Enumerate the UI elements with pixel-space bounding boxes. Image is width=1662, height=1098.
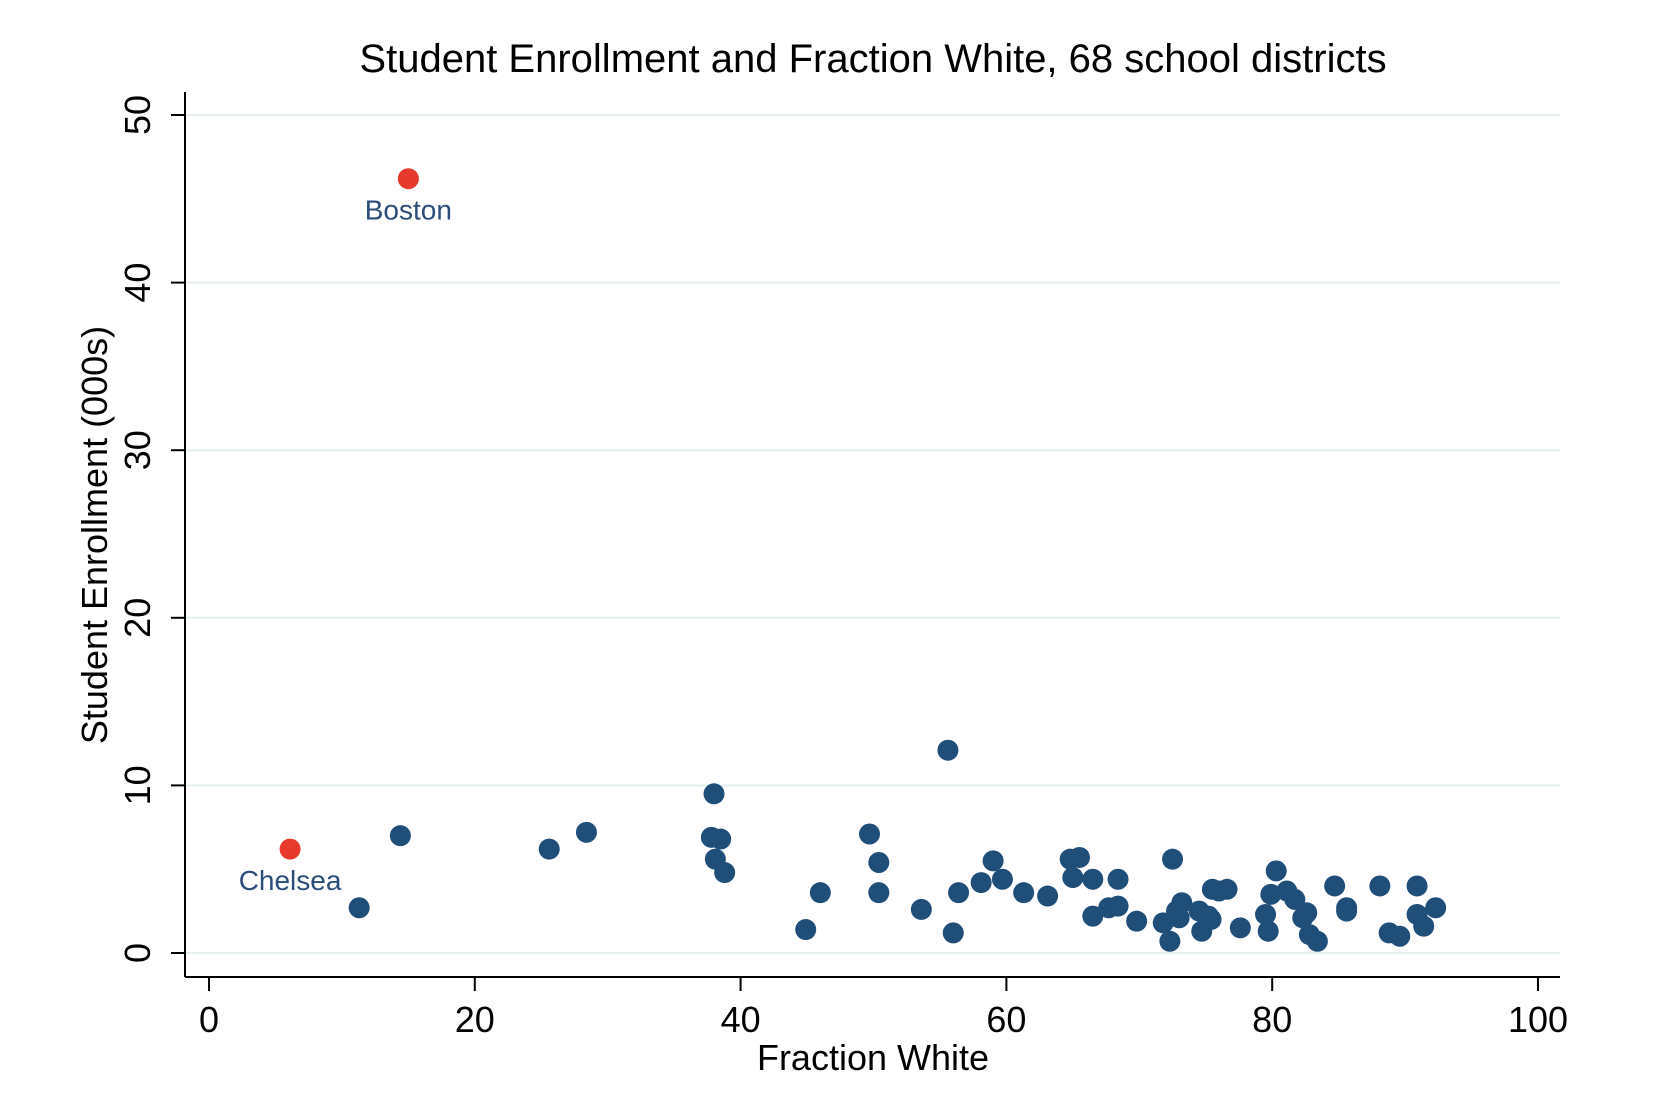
data-point — [575, 821, 597, 843]
data-point — [1255, 903, 1277, 925]
x-tick-label-4: 80 — [1252, 999, 1292, 1040]
data-point — [1336, 900, 1358, 922]
data-point — [1257, 920, 1279, 942]
data-point — [1200, 908, 1222, 930]
data-point — [538, 838, 560, 860]
x-axis-label: Fraction White — [757, 1037, 989, 1078]
data-point — [859, 823, 881, 845]
data-point — [1126, 910, 1148, 932]
data-point — [868, 851, 890, 873]
data-point — [703, 783, 725, 805]
data-point — [1082, 905, 1104, 927]
y-tick-label-5: 50 — [117, 95, 158, 135]
y-tick-label-2: 20 — [117, 598, 158, 638]
x-tick-label-1: 20 — [455, 999, 495, 1040]
data-point — [868, 882, 890, 904]
data-point — [1013, 882, 1035, 904]
y-axis-label: Student Enrollment (000s) — [74, 326, 115, 744]
data-point — [1260, 883, 1282, 905]
x-tick-label-2: 40 — [721, 999, 761, 1040]
chart-title: Student Enrollment and Fraction White, 6… — [359, 37, 1386, 81]
data-point — [991, 868, 1013, 890]
y-tick-label-4: 40 — [117, 263, 158, 303]
data-point — [1216, 878, 1238, 900]
boston-label: Boston — [365, 195, 452, 226]
data-point — [710, 828, 732, 850]
data-point — [1082, 868, 1104, 890]
x-tick-label-3: 60 — [986, 999, 1026, 1040]
axes — [171, 92, 1560, 991]
data-point — [1389, 925, 1411, 947]
data-point — [1306, 930, 1328, 952]
data-point — [389, 825, 411, 847]
data-point — [1296, 902, 1318, 924]
data-point — [1107, 868, 1129, 890]
y-tick-label-0: 0 — [117, 943, 158, 963]
chelsea-label: Chelsea — [239, 865, 342, 896]
data-point — [1284, 888, 1306, 910]
x-tick-label-0: 0 — [199, 999, 219, 1040]
data-point — [942, 922, 964, 944]
data-point — [1265, 860, 1287, 882]
data-point — [982, 850, 1004, 872]
data-point — [348, 897, 370, 919]
data-point — [1159, 930, 1181, 952]
data-point — [1068, 846, 1090, 868]
data-point — [1107, 895, 1129, 917]
data-point — [714, 862, 736, 884]
y-tick-label-1: 10 — [117, 765, 158, 805]
data-point — [795, 919, 817, 941]
data-points — [348, 739, 1447, 952]
boston-point — [397, 168, 419, 190]
data-point — [1168, 907, 1190, 929]
data-point — [937, 739, 959, 761]
y-tick-label-3: 30 — [117, 430, 158, 470]
gridlines — [185, 114, 1560, 954]
data-point — [1162, 848, 1184, 870]
data-point — [948, 882, 970, 904]
data-point — [970, 872, 992, 894]
data-point — [1425, 897, 1447, 919]
data-point — [1062, 867, 1084, 889]
x-tick-label-5: 100 — [1508, 999, 1568, 1040]
tick-labels: 0 10 20 30 40 50 0 20 40 60 80 100 — [117, 95, 1568, 1040]
data-point — [1406, 875, 1428, 897]
chelsea-point — [279, 838, 301, 860]
data-point — [910, 898, 932, 920]
data-point — [1413, 915, 1435, 937]
data-point — [1037, 885, 1059, 907]
data-point — [809, 882, 831, 904]
data-point — [1369, 875, 1391, 897]
highlighted-points: Boston Chelsea — [239, 168, 452, 896]
data-point — [1324, 875, 1346, 897]
data-point — [1229, 917, 1251, 939]
